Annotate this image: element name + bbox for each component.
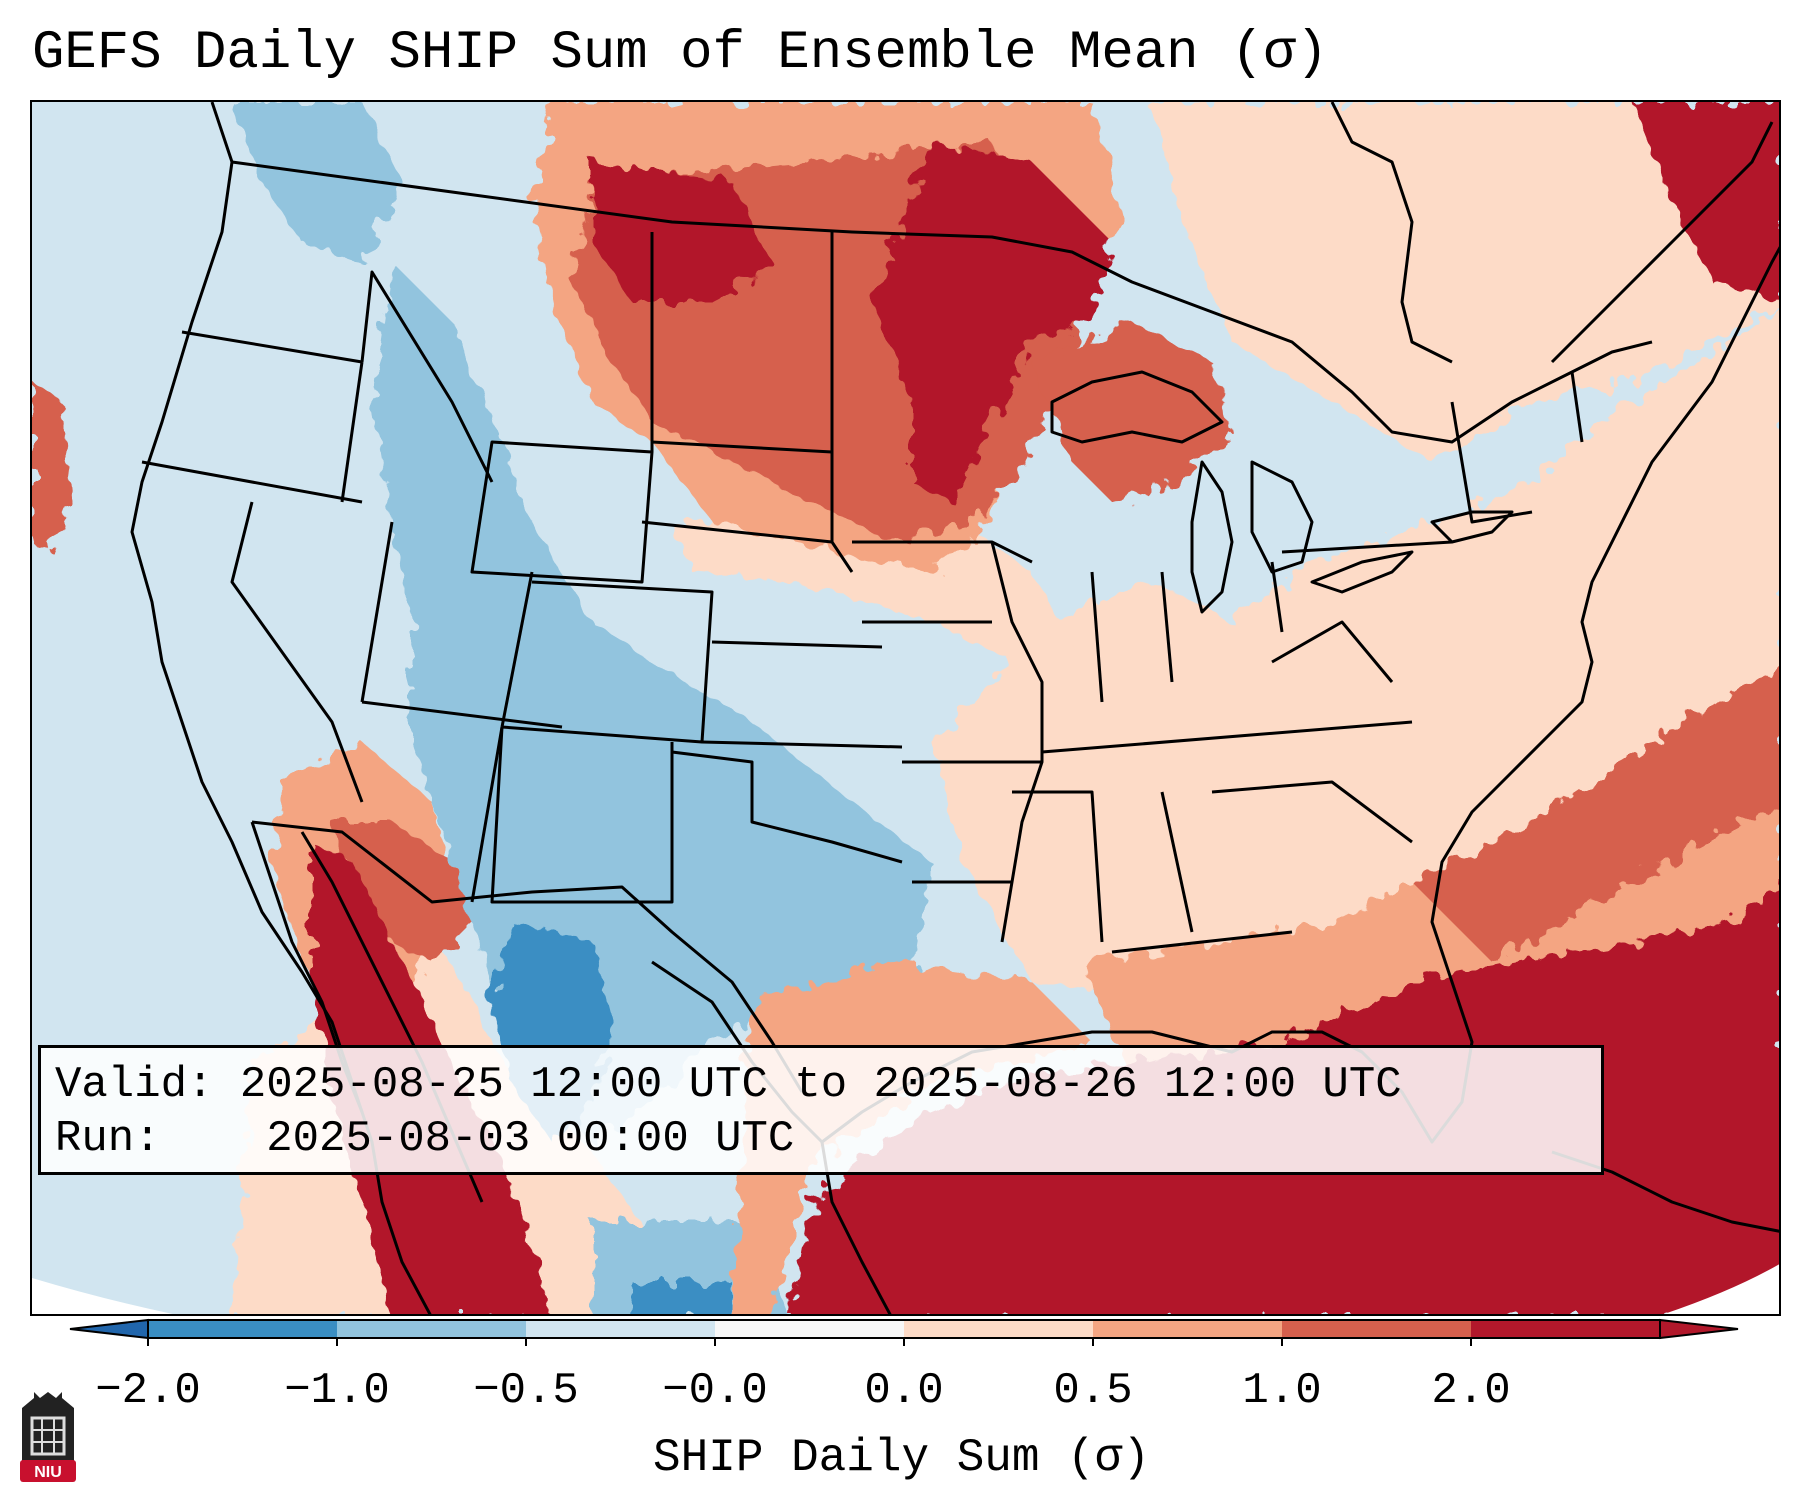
colorbar-segment [1093,1320,1283,1338]
field-blue-mexico-small [632,1282,732,1314]
valid-line: Valid: 2025-08-25 12:00 UTC to 2025-08-2… [55,1058,1587,1112]
border-ok-tx [671,750,903,864]
border-us-canada [231,160,1653,444]
border-me-nh [1570,371,1584,443]
colorbar-segment [148,1320,338,1338]
colorbar-segment [1471,1320,1661,1338]
run-label: Run: [55,1114,161,1164]
political-borders [141,160,1653,1093]
colorbar-label: SHIP Daily Sum (σ) [653,1432,1150,1484]
niu-logo: NIU [20,1392,76,1482]
logo-text: NIU [34,1464,62,1481]
border-al-ga [1160,791,1194,933]
field-red-westcoast [32,382,72,552]
border-il-in [1090,571,1104,703]
colorbar-segment [1282,1320,1472,1338]
border-nv-ca [230,501,364,803]
border-us-mexico [251,820,804,1093]
border-in-oh [1160,571,1174,683]
map-title: GEFS Daily SHIP Sum of Ensemble Mean (σ) [32,23,1329,84]
border-or-ca-nv-id [141,460,363,504]
domain-edge-bottom-right [1664,1264,1779,1314]
colorbar-ticks: −2.0 −1.0 −0.5 −0.0 0.0 0.5 1.0 2.0 [95,1338,1511,1416]
border-nd-sd [651,440,833,454]
lake-superior [1050,370,1224,444]
border-ga-fl [1111,930,1293,954]
logo-window-lines-icon [32,1418,64,1454]
lake-huron [1250,460,1314,574]
colorbar-tick-label: −0.0 [662,1366,768,1416]
field-deepred-quebec [1632,102,1779,301]
coastline-st-lawrence [1550,121,1774,364]
border-nm [490,726,674,904]
border-tn-ky [1041,720,1413,754]
border-id-mt [360,270,494,483]
colorbar-segment [904,1320,1094,1338]
field-blue-northwest [232,102,402,262]
border-wy [470,440,654,584]
logo-building-icon [22,1392,74,1462]
border-va-wv [1271,620,1394,683]
colorbar-tick-label: 0.5 [1053,1366,1132,1416]
field-red-arizona [332,822,472,962]
field-deepred-northcentral [872,142,1112,502]
run-line: Run: 2025-08-03 00:00 UTC [55,1112,1587,1166]
border-wa-or [181,330,363,364]
lake-ontario [1430,510,1514,544]
colorbar-tick-label: 1.0 [1242,1366,1321,1416]
colorbar-tick-label: 0.0 [864,1366,943,1416]
border-ut-co [500,571,534,728]
field-red-atlantic [1412,664,1779,962]
colorbar-tick-label: −2.0 [95,1366,201,1416]
border-oh-pa [1270,561,1284,633]
colorbar-segment [337,1320,527,1338]
colorbar: −2.0 −1.0 −0.5 −0.0 0.0 0.5 1.0 2.0 [69,1318,1739,1416]
border-mississippi-river [990,541,1044,943]
colorbar-tick-label: 2.0 [1431,1366,1510,1416]
colorbar-segments [69,1318,1739,1340]
field-deepred-montana [592,162,772,302]
colorbar-segment [526,1320,716,1338]
border-ny-new-england [1450,401,1533,524]
validity-info-box: Valid: 2025-08-25 12:00 UTC to 2025-08-2… [38,1045,1604,1175]
border-co [501,580,714,744]
coastline-hudson-bay-area [1330,102,1453,364]
border-pa-ny [1281,540,1453,554]
logo-banner [20,1460,76,1482]
border-ut-az [361,700,563,729]
lake-michigan [1190,460,1234,614]
logo-window-grid-icon [30,1416,66,1456]
colorbar-tick-label: −0.5 [473,1366,579,1416]
valid-label: Valid: [55,1060,214,1110]
domain-edge-bottom-left [32,1278,173,1314]
field-red-greatlakes [1032,322,1232,502]
border-ks-ok [701,740,903,749]
border-az-nm [470,726,504,903]
colorbar-extend-low [69,1318,149,1340]
colorbar-tick-label: −1.0 [284,1366,390,1416]
field-peach-north [1152,102,1779,462]
run-value: 2025-08-03 00:00 UTC [266,1114,795,1164]
border-id-east [340,361,364,503]
border-nv-ut [360,521,394,703]
border-ne-ks [711,640,883,649]
border-ms-al [1012,790,1104,943]
border-nc-sc [1211,780,1413,844]
valid-value: 2025-08-25 12:00 UTC to 2025-08-26 12:00… [239,1060,1402,1110]
colorbar-segment [715,1320,905,1338]
lake-erie [1310,550,1414,594]
colorbar-extend-high [1659,1318,1739,1340]
